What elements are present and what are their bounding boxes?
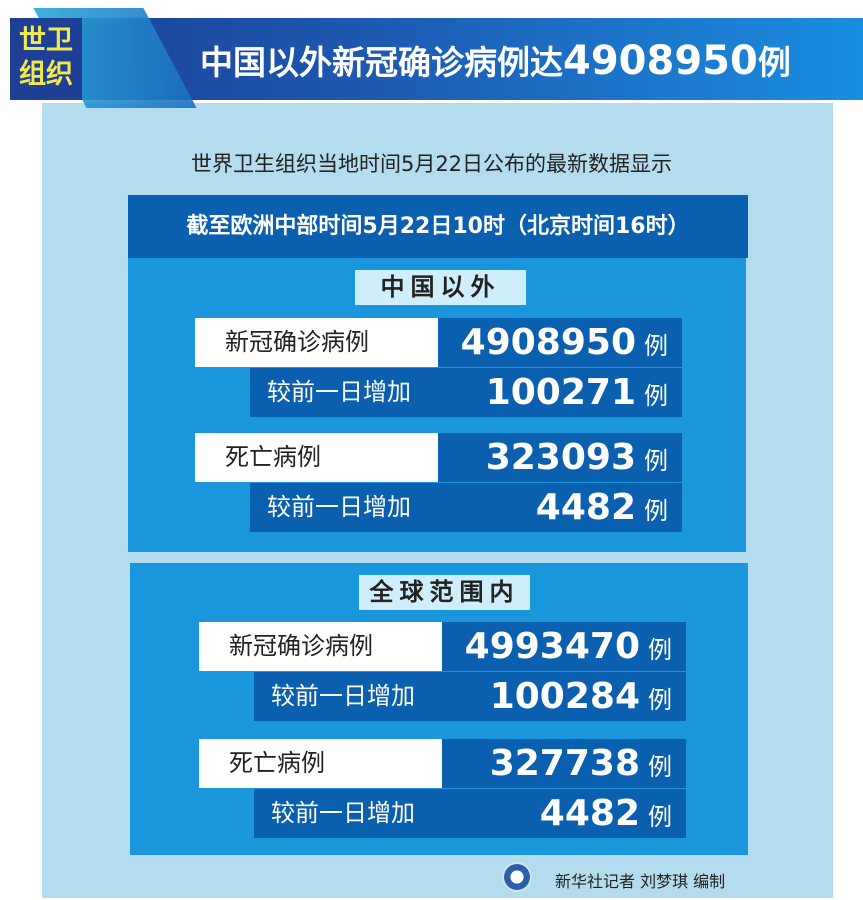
- increase-unit: 例: [644, 382, 668, 410]
- metric-value: 327738 例: [442, 739, 686, 788]
- page-title: 中国以外新冠确诊病例达4908950例: [200, 36, 791, 84]
- metric-unit: 例: [648, 636, 672, 664]
- metric-unit: 例: [644, 332, 668, 360]
- metric-label: 新冠确诊病例: [195, 318, 438, 367]
- metric-unit: 例: [648, 753, 672, 781]
- metric-number: 323093: [485, 437, 636, 478]
- increase-label: 较前一日增加: [267, 493, 411, 521]
- increase-unit: 例: [648, 803, 672, 831]
- who-tag: 世卫 组织: [10, 18, 82, 100]
- subtitle: 世界卫生组织当地时间5月22日公布的最新数据显示: [190, 152, 673, 176]
- metric-value: 4908950 例: [438, 318, 682, 367]
- credit: 新华社记者 刘梦琪 编制: [555, 872, 726, 891]
- metric-label: 新冠确诊病例: [199, 622, 442, 671]
- increase-label: 较前一日增加: [267, 378, 411, 406]
- metric-number: 327738: [489, 743, 640, 784]
- increase-label: 较前一日增加: [271, 682, 415, 710]
- date-bar: 截至欧洲中部时间5月22日10时（北京时间16时）: [128, 195, 748, 258]
- increase-row: 较前一日增加 4482 例: [254, 789, 686, 838]
- tag-line-2: 组织: [19, 59, 73, 90]
- tag-line-1: 世卫: [19, 25, 73, 56]
- increase-number: 4482: [535, 487, 636, 528]
- metric-value: 4993470 例: [442, 622, 686, 671]
- title-prefix: 中国以外新冠确诊病例达: [200, 43, 563, 82]
- increase-number: 100271: [485, 372, 636, 413]
- metric-number: 4908950: [460, 322, 636, 363]
- section-label: 中国以外: [355, 270, 526, 305]
- metric-value: 323093 例: [438, 433, 682, 482]
- metric-label: 死亡病例: [199, 739, 442, 788]
- increase-row: 较前一日增加 4482 例: [250, 483, 682, 532]
- xinhua-logo-icon: [502, 862, 532, 892]
- metric-unit: 例: [644, 447, 668, 475]
- section-label: 全球范围内: [359, 575, 530, 610]
- title-suffix: 例: [757, 43, 791, 82]
- increase-unit: 例: [648, 686, 672, 714]
- increase-number: 4482: [539, 793, 640, 834]
- metric-label: 死亡病例: [195, 433, 438, 482]
- increase-row: 较前一日增加 100271 例: [250, 368, 682, 417]
- increase-unit: 例: [644, 497, 668, 525]
- increase-number: 100284: [489, 676, 640, 717]
- title-number: 4908950: [563, 38, 758, 84]
- increase-row: 较前一日增加 100284 例: [254, 672, 686, 721]
- metric-number: 4993470: [464, 626, 640, 667]
- increase-label: 较前一日增加: [271, 799, 415, 827]
